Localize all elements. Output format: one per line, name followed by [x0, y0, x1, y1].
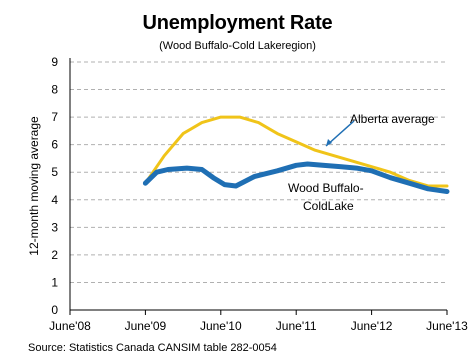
arrowhead-icon [326, 139, 332, 146]
y-tick-label: 8 [51, 83, 58, 97]
annotation-alberta: Alberta average [350, 112, 435, 126]
y-tick-label: 1 [51, 275, 58, 289]
annotation-wood-buffalo-line1: Wood Buffalo- [288, 181, 364, 195]
x-tick-label: June'10 [200, 319, 242, 333]
x-tick-label: June'12 [351, 319, 393, 333]
y-tick-label: 7 [51, 110, 58, 124]
chart-subtitle: (Wood Buffalo-Cold Lakeregion) [159, 40, 316, 52]
y-tick-label: 5 [51, 165, 58, 179]
y-tick-label: 2 [51, 248, 58, 262]
annotation-wood-buffalo-line2: ColdLake [303, 199, 354, 213]
x-tick-label: June'11 [276, 319, 317, 333]
y-tick-label: 6 [51, 138, 58, 152]
x-tick-label: June'08 [49, 319, 91, 333]
x-tick-label: June'13 [426, 319, 468, 333]
y-axis-label: 12-month moving average [27, 116, 41, 256]
y-tick-label: 4 [51, 193, 58, 207]
chart-title: Unemployment Rate [142, 12, 333, 34]
series-line-wood-buffalo [142, 161, 450, 194]
y-tick-label: 0 [51, 303, 58, 317]
series-line-alberta [143, 115, 449, 188]
y-tick-label: 9 [51, 55, 58, 69]
x-tick-label: June'09 [125, 319, 167, 333]
source-note: Source: Statistics Canada CANSIM table 2… [28, 342, 277, 354]
y-tick-label: 3 [51, 220, 58, 234]
